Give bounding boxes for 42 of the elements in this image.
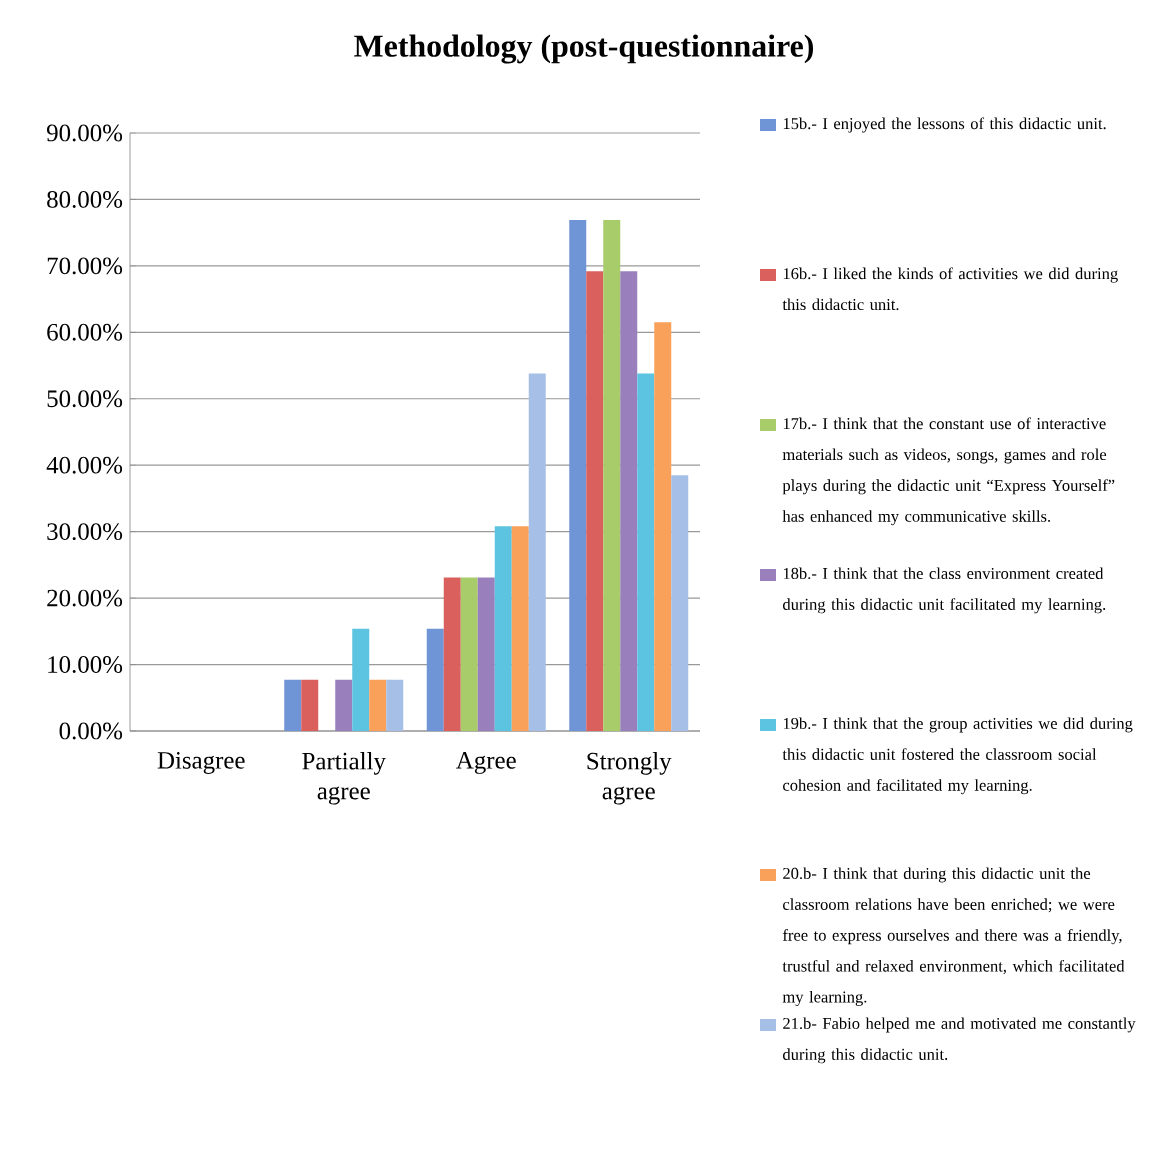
bar <box>335 679 353 731</box>
bar <box>443 577 461 731</box>
bar <box>528 373 546 731</box>
y-tick-label: 20.00% <box>47 589 123 607</box>
legend-label: 16b.- I liked the kinds of activities we did during this didactic unit. <box>782 267 1118 311</box>
y-tick-label: 90.00% <box>46 124 123 142</box>
y-tick-label: 0.00% <box>59 722 123 740</box>
bar <box>477 577 495 731</box>
bar <box>511 526 529 731</box>
bar <box>620 271 638 731</box>
bar <box>603 220 621 731</box>
bar <box>569 220 587 731</box>
chart-title: Methodology (post-questionnaire) <box>354 34 813 64</box>
x-tick-label: Partially agree <box>302 752 386 805</box>
y-tick-label: 60.00% <box>47 323 123 341</box>
bar <box>654 322 672 731</box>
y-tick-label: 70.00% <box>47 257 123 275</box>
bar <box>671 475 689 731</box>
bar <box>301 679 319 731</box>
legend-label: 20.b- I think that during this didactic unit the classroom relations have been enriched; we were free to express ourselves and there was a friendly, trustful and relaxed environment, which facilitated my learning. <box>782 867 1125 1006</box>
bar <box>386 679 404 731</box>
bar <box>460 577 478 731</box>
y-tick-label: 10.00% <box>48 656 123 673</box>
legend-label: 21.b- Fabio helped me and motivated me constantly during this didactic unit. <box>783 1017 1136 1064</box>
y-tick-label: 50.00% <box>47 390 123 408</box>
bar <box>284 679 302 731</box>
legend-label: 19b.- I think that the group activities we did during this didactic unit fostered the classroom social cohesion and facilitated my learning. <box>782 717 1133 795</box>
x-tick-label: Agree <box>456 752 516 774</box>
bar <box>426 628 444 731</box>
legend-label: 17b.- I think that the constant use of interactive materials such as videos, songs, games and role plays during the didactic unit “Express Yourself” has enhanced my communicative skills. <box>782 417 1115 526</box>
legend-label: 15b.- I enjoyed the lessons of this didactic unit. <box>783 117 1106 133</box>
y-tick-label: 80.00% <box>47 190 123 208</box>
bar <box>369 679 387 731</box>
bar <box>637 373 655 731</box>
legend-label: 18b.- I think that the class environment created during this didactic unit facilitated my learning. <box>783 567 1106 614</box>
bar <box>352 628 370 731</box>
bar <box>494 526 512 731</box>
bar <box>586 271 604 731</box>
x-tick-label: Disagree <box>157 752 245 774</box>
y-tick-label: 30.00% <box>47 523 123 541</box>
x-tick-label: Strongly agree <box>587 752 672 805</box>
y-tick-label: 40.00% <box>46 456 123 474</box>
